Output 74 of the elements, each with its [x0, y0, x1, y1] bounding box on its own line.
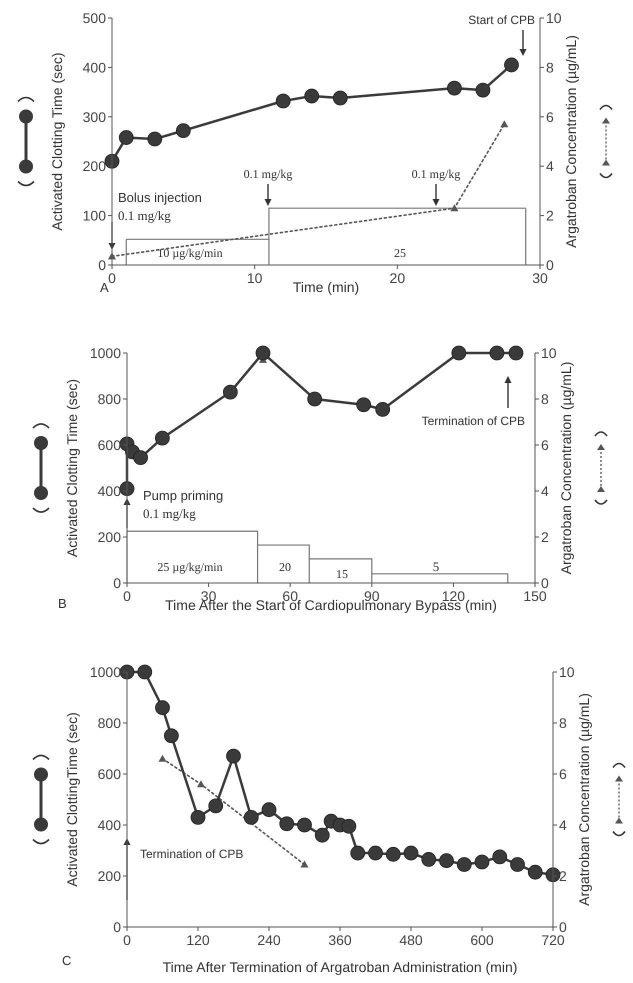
y2-tick-label: 2 [559, 868, 567, 884]
y2-tick-label: 4 [559, 817, 567, 833]
annotation: 20 [279, 560, 291, 574]
y-axis-title: Activated Clotting Time (sec) [49, 52, 65, 231]
annotation: Start of CPB [468, 13, 535, 27]
x-axis-title: Time After Termination of Argatroban Administration (min) [162, 959, 518, 975]
y-tick-label: 0 [113, 919, 122, 935]
x-tick-label: 120 [186, 932, 210, 948]
x-tick-label: 360 [328, 932, 352, 948]
x-tick-label: 90 [364, 588, 380, 604]
x-tick-label: 480 [399, 932, 423, 948]
x-axis-title: Time (min) [292, 279, 360, 295]
y2-axis-title: Argatroban Concentration (µg/mL) [558, 362, 574, 574]
y2-tick-label: 8 [559, 715, 567, 731]
y2-tick-label: 10 [541, 345, 557, 361]
y2-tick-label: 10 [559, 664, 575, 680]
annotation: 25 [394, 246, 406, 260]
x-tick-label: 20 [390, 270, 406, 286]
y-tick-label: 400 [98, 817, 122, 833]
text: A [100, 280, 109, 295]
y-tick-label: 100 [82, 208, 106, 224]
y-tick-label: 1000 [90, 345, 122, 361]
y2-tick-label: 6 [559, 766, 567, 782]
x-tick-label: 10 [246, 270, 263, 286]
annotation: 15 [336, 567, 348, 581]
y2-axis-title: Argatroban Concentration (µg/mL) [563, 35, 579, 248]
y-axis-title: Activated ClottingTime (sec) [64, 712, 80, 887]
annotation: Bolus injection 0.1 mg/kg [118, 190, 202, 223]
x-tick-label: 0 [123, 588, 132, 604]
y2-tick-label: 4 [546, 158, 554, 174]
y-tick-label: 200 [98, 868, 122, 884]
y2-tick-label: 0 [541, 575, 549, 591]
y-tick-label: 800 [98, 715, 122, 731]
annotation: 0.1 mg/kg [412, 167, 460, 181]
y2-tick-label: 6 [541, 437, 549, 453]
y-tick-label: 600 [98, 766, 122, 782]
annotation: 10 µg/kg/min [157, 246, 223, 260]
y-tick-label: 800 [98, 391, 122, 407]
y-tick-label: 600 [98, 437, 122, 453]
y-tick-label: 1000 [90, 664, 122, 680]
y-tick-label: 0 [98, 257, 106, 273]
y2-tick-label: 6 [546, 108, 554, 125]
annotation: 25 µg/kg/min [157, 560, 223, 574]
y-tick-label: 500 [82, 10, 106, 26]
y-tick-label: 400 [98, 483, 122, 499]
x-tick-label: 720 [541, 932, 565, 948]
y2-tick-label: 0 [559, 919, 567, 935]
y-axis-title: Activated Clotting Time (sec) [64, 378, 80, 558]
y2-tick-label: 0 [546, 257, 554, 273]
text: C [62, 953, 72, 968]
x-tick-label: 0 [123, 932, 132, 948]
annotation: Termination of CPB [422, 414, 525, 428]
annotation: Pump priming 0.1 mg/kg [143, 488, 224, 521]
y2-tick-label: 2 [541, 529, 549, 545]
x-tick-label: 120 [442, 588, 466, 604]
y2-tick-label: 8 [541, 391, 549, 407]
annotation: 0.1 mg/kg [244, 167, 292, 181]
y-tick-label: 200 [98, 529, 122, 545]
y2-tick-label: 2 [546, 208, 554, 224]
y2-tick-label: 10 [546, 10, 562, 26]
x-tick-label: 600 [470, 932, 494, 948]
y2-axis-title: Argatroban Concentration (µg/mL) [576, 693, 592, 906]
y-tick-label: 300 [82, 108, 106, 125]
annotation: 5 [432, 559, 440, 574]
y-tick-label: 400 [82, 59, 106, 76]
text: B [58, 596, 67, 611]
x-tick-label: 240 [257, 932, 281, 948]
annotation: Termination of CPB [140, 847, 244, 861]
x-tick-label: 30 [532, 270, 548, 286]
y-tick-label: 0 [113, 575, 122, 591]
y2-tick-label: 4 [541, 483, 549, 499]
x-tick-label: 150 [523, 588, 547, 604]
y2-tick-label: 8 [546, 59, 554, 76]
y-tick-label: 200 [82, 158, 106, 174]
